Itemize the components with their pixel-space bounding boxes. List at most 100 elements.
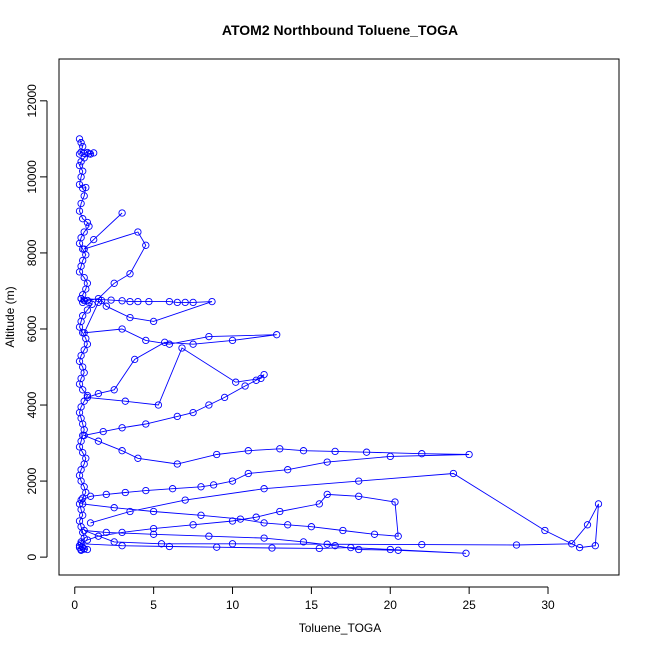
data-point — [134, 228, 142, 236]
data-point — [228, 540, 237, 548]
data-point — [260, 370, 268, 379]
data-point — [244, 469, 252, 478]
data-point — [142, 336, 150, 345]
data-point — [323, 490, 331, 499]
data-point — [284, 466, 292, 474]
data-point — [145, 297, 153, 306]
data-point — [75, 443, 84, 451]
data-point — [541, 526, 549, 535]
data-point — [80, 460, 88, 468]
data-point — [99, 427, 107, 436]
data-point — [75, 268, 84, 276]
data-point — [77, 477, 85, 485]
data-point — [189, 298, 197, 307]
data-point — [355, 492, 363, 500]
data-point — [583, 521, 592, 529]
data-point — [449, 469, 458, 478]
data-point — [268, 544, 276, 552]
data-point — [79, 500, 87, 508]
series-layer — [75, 135, 603, 557]
y-axis-label: Altitude (m) — [3, 286, 17, 347]
y-tick-label: 4000 — [25, 391, 39, 418]
data-point — [228, 517, 237, 525]
data-point — [80, 369, 88, 377]
data-point — [118, 424, 126, 432]
data-point — [205, 532, 213, 540]
data-point — [260, 534, 268, 542]
y-tick-label: 6000 — [25, 315, 39, 342]
data-point — [110, 279, 118, 287]
data-point — [83, 306, 92, 314]
data-point — [79, 511, 87, 519]
data-point — [252, 513, 260, 521]
data-point — [149, 317, 158, 326]
data-point — [110, 386, 118, 394]
data-point — [591, 542, 599, 550]
data-point — [299, 538, 308, 546]
data-point — [107, 296, 115, 304]
data-point — [94, 532, 103, 540]
data-point — [80, 431, 88, 440]
data-point — [75, 239, 84, 248]
data-point — [75, 543, 84, 552]
data-point — [85, 150, 93, 158]
data-point — [418, 540, 426, 549]
data-point — [77, 158, 85, 166]
data-point — [83, 340, 92, 348]
data-point — [110, 538, 118, 546]
data-point — [178, 344, 186, 352]
data-point — [121, 397, 129, 405]
data-point — [126, 270, 134, 278]
data-point — [80, 192, 88, 200]
data-point — [75, 161, 84, 170]
data-point — [594, 500, 603, 508]
data-point — [121, 488, 129, 497]
data-point — [134, 454, 142, 462]
data-point — [307, 523, 316, 531]
data-point — [260, 485, 268, 493]
data-point — [131, 355, 139, 364]
data-point — [228, 477, 237, 485]
data-point — [315, 500, 323, 508]
data-point — [370, 530, 379, 538]
data-point — [80, 329, 88, 337]
data-point — [142, 241, 150, 249]
data-point — [276, 507, 284, 516]
data-point — [154, 401, 163, 409]
data-point — [90, 235, 98, 244]
data-point — [189, 521, 197, 529]
y-tick-label: 0 — [25, 553, 39, 560]
data-point — [142, 420, 150, 428]
data-point — [126, 507, 134, 516]
data-point — [79, 215, 87, 223]
data-point — [165, 542, 174, 551]
data-point — [189, 408, 197, 417]
data-point — [77, 199, 85, 208]
data-point — [331, 447, 339, 456]
data-point — [82, 285, 90, 293]
data-point — [126, 297, 134, 306]
y-axis: 0 2000 4000 6000 8000 10000 12000 — [25, 84, 48, 560]
data-point — [209, 481, 218, 489]
data-point — [149, 524, 158, 533]
data-point — [339, 526, 347, 535]
x-tick-label: 15 — [305, 598, 319, 612]
data-point — [236, 515, 245, 523]
data-point — [77, 139, 85, 147]
data-point — [260, 519, 268, 527]
data-point — [418, 450, 426, 458]
data-point — [75, 357, 84, 365]
data-point — [355, 545, 363, 554]
data-point — [94, 298, 103, 307]
data-point — [173, 412, 181, 421]
data-point — [149, 530, 158, 538]
x-tick-label: 25 — [462, 598, 476, 612]
data-point — [102, 490, 110, 499]
data-point — [80, 273, 88, 282]
data-point — [173, 460, 181, 468]
data-point — [77, 173, 85, 181]
data-point — [391, 498, 399, 506]
data-point — [331, 542, 339, 550]
